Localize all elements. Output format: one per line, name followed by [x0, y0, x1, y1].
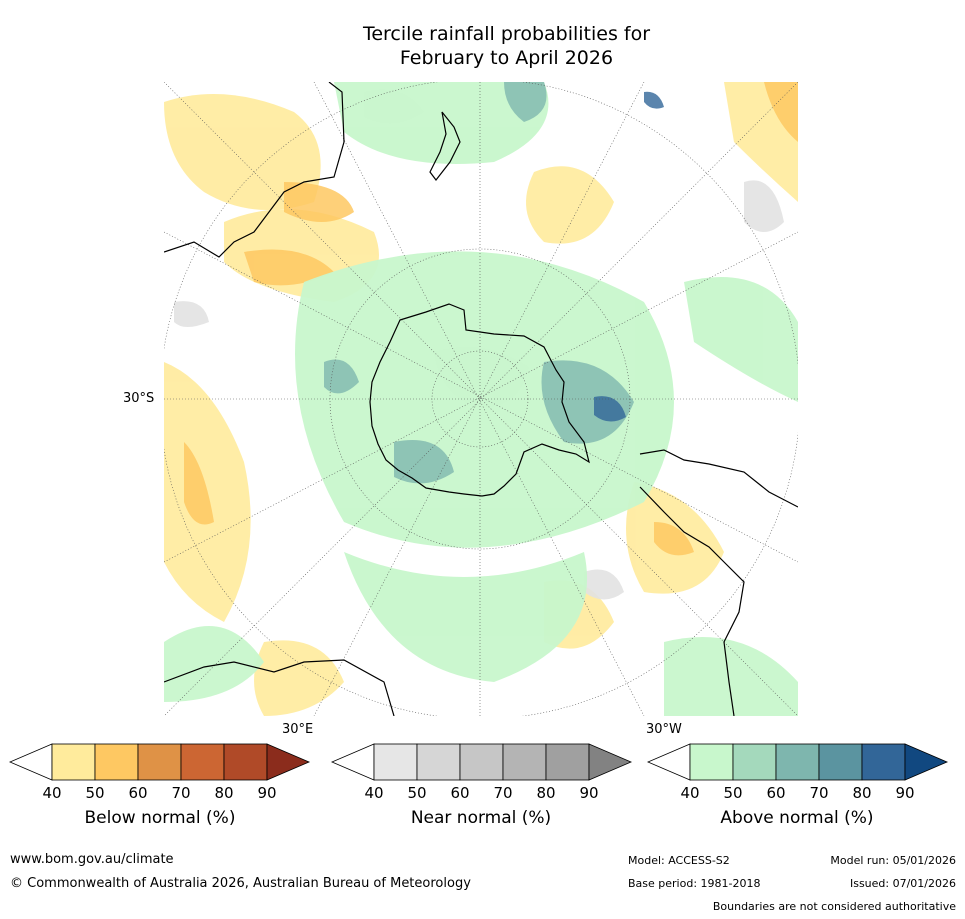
colorbar-segment — [373, 743, 418, 781]
near-normal-colorbar-graphic — [330, 743, 633, 781]
below-normal-title: Below normal (%) — [84, 808, 236, 828]
longitude-label-30e: 30°E — [282, 722, 314, 737]
colorbar-segment — [818, 743, 863, 781]
coastlines — [164, 82, 798, 716]
colorbar-segment — [861, 743, 906, 781]
tick-label: 40 — [364, 784, 384, 802]
above-normal-colorbar-graphic — [646, 743, 949, 781]
map-title: Tercile rainfall probabilities for Febru… — [0, 22, 965, 70]
near-normal-title: Near normal (%) — [410, 808, 552, 828]
model-text: Model: ACCESS-S2 — [628, 854, 730, 867]
below-normal-colorbar-graphic — [8, 743, 311, 781]
colorbar-segment — [502, 743, 547, 781]
colorbar-segment — [459, 743, 504, 781]
tick-label: 80 — [214, 784, 234, 802]
above-normal-title: Above normal (%) — [720, 808, 874, 828]
colorbar-extend-low — [330, 743, 375, 781]
australia-coastline — [164, 82, 345, 258]
tick-label: 80 — [536, 784, 556, 802]
colorbar-extend-low — [646, 743, 691, 781]
antarctica-coastline — [369, 303, 590, 497]
copyright-text: © Commonwealth of Australia 2026, Austra… — [10, 876, 471, 891]
title-line-1: Tercile rainfall probabilities for — [362, 23, 651, 45]
tick-label: 90 — [895, 784, 915, 802]
near-normal-colorbar — [330, 743, 633, 783]
tick-label: 80 — [852, 784, 872, 802]
tick-label: 40 — [680, 784, 700, 802]
colorbar-segment — [51, 743, 96, 781]
colorbar-segment — [732, 743, 777, 781]
new-zealand-coastline — [429, 111, 461, 181]
colorbar-extend-high — [588, 743, 633, 781]
colorbar-segment — [137, 743, 182, 781]
south-america-coastline — [639, 449, 798, 508]
polar-map — [164, 82, 798, 716]
colorbar-segment — [545, 743, 590, 781]
above-normal-shading — [164, 82, 798, 716]
tick-label: 60 — [128, 784, 148, 802]
africa-coastline — [164, 659, 395, 716]
below-normal-colorbar — [8, 743, 311, 783]
colorbar-extend-high — [904, 743, 949, 781]
tick-label: 90 — [579, 784, 599, 802]
tick-label: 60 — [450, 784, 470, 802]
longitude-label-30w: 30°W — [646, 722, 682, 737]
colorbar-segment — [775, 743, 820, 781]
title-line-2: February to April 2026 — [399, 47, 614, 69]
tick-label: 60 — [766, 784, 786, 802]
south-america-west-coastline — [639, 486, 745, 716]
tick-label: 90 — [257, 784, 277, 802]
below-normal-shading-strong — [184, 82, 798, 556]
colorbar-segment — [223, 743, 268, 781]
model-run-text: Model run: 05/01/2026 — [830, 854, 956, 867]
tick-label: 40 — [42, 784, 62, 802]
colorbar-extend-high — [266, 743, 311, 781]
tick-label: 50 — [723, 784, 743, 802]
base-period-text: Base period: 1981-2018 — [628, 877, 761, 890]
latitude-label-30s: 30°S — [123, 391, 155, 406]
tick-label: 70 — [493, 784, 513, 802]
above-normal-colorbar — [646, 743, 949, 783]
tick-label: 70 — [171, 784, 191, 802]
graticule — [164, 82, 798, 716]
colorbar-segment — [94, 743, 139, 781]
above-normal-shading-darkest — [594, 91, 664, 422]
disclaimer-text: Boundaries are not considered authoritat… — [712, 900, 956, 913]
tick-label: 70 — [809, 784, 829, 802]
colorbar-segment — [689, 743, 734, 781]
tick-label: 50 — [85, 784, 105, 802]
colorbar-segment — [416, 743, 461, 781]
issued-text: Issued: 07/01/2026 — [849, 877, 956, 890]
above-normal-shading-strong — [324, 82, 634, 484]
website-link[interactable]: www.bom.gov.au/climate — [10, 852, 174, 867]
colorbar-segment — [180, 743, 225, 781]
tick-label: 50 — [407, 784, 427, 802]
colorbar-extend-low — [8, 743, 53, 781]
map-canvas — [164, 82, 798, 716]
